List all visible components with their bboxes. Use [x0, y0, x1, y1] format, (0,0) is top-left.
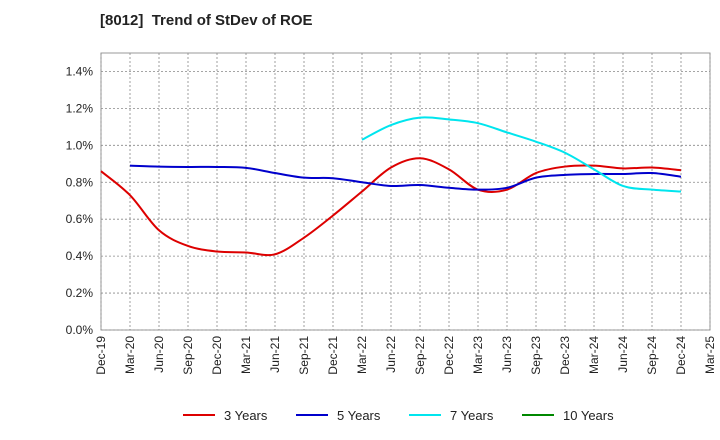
x-tick-label: Mar-25	[703, 336, 717, 374]
x-tick-label: Dec-24	[674, 336, 688, 375]
x-tick-label: Jun-22	[384, 336, 398, 373]
x-tick-label: Dec-20	[210, 336, 224, 375]
x-tick-label: Dec-19	[94, 336, 108, 375]
plot-area	[100, 52, 711, 331]
y-tick-label: 0.8%	[66, 175, 94, 189]
legend-label-7-years: 7 Years	[450, 408, 494, 423]
series-line-7-years	[361, 116, 682, 193]
x-tick-label: Dec-21	[326, 336, 340, 375]
x-tick-label: Dec-22	[442, 336, 456, 375]
x-tick-label: Jun-21	[268, 336, 282, 373]
legend-label-10-years: 10 Years	[563, 408, 614, 423]
x-tick-label: Sep-23	[529, 336, 543, 375]
series-line-5-years	[129, 164, 682, 191]
legend-label-5-years: 5 Years	[337, 408, 381, 423]
legend-label-3-years: 3 Years	[224, 408, 268, 423]
y-tick-label: 1.2%	[66, 101, 94, 115]
x-tick-label: Mar-22	[355, 336, 369, 374]
x-tick-label: Sep-24	[645, 336, 659, 375]
x-tick-label: Sep-22	[413, 336, 427, 375]
x-tick-label: Jun-24	[616, 336, 630, 373]
x-tick-label: Mar-24	[587, 336, 601, 374]
y-tick-label: 1.4%	[66, 64, 94, 78]
y-tick-label: 0.4%	[66, 249, 94, 263]
chart-title: [8012] Trend of StDev of ROE	[100, 12, 313, 29]
y-tick-label: 1.0%	[66, 138, 94, 152]
x-tick-label: Mar-20	[123, 336, 137, 374]
y-tick-label: 0.0%	[66, 323, 94, 337]
x-tick-label: Sep-21	[297, 336, 311, 375]
y-tick-label: 0.2%	[66, 286, 94, 300]
x-tick-label: Sep-20	[181, 336, 195, 375]
y-tick-label: 0.6%	[66, 212, 94, 226]
x-tick-label: Jun-20	[152, 336, 166, 373]
x-tick-label: Jun-23	[500, 336, 514, 373]
x-tick-label: Mar-23	[471, 336, 485, 374]
x-tick-label: Dec-23	[558, 336, 572, 375]
x-tick-label: Mar-21	[239, 336, 253, 374]
